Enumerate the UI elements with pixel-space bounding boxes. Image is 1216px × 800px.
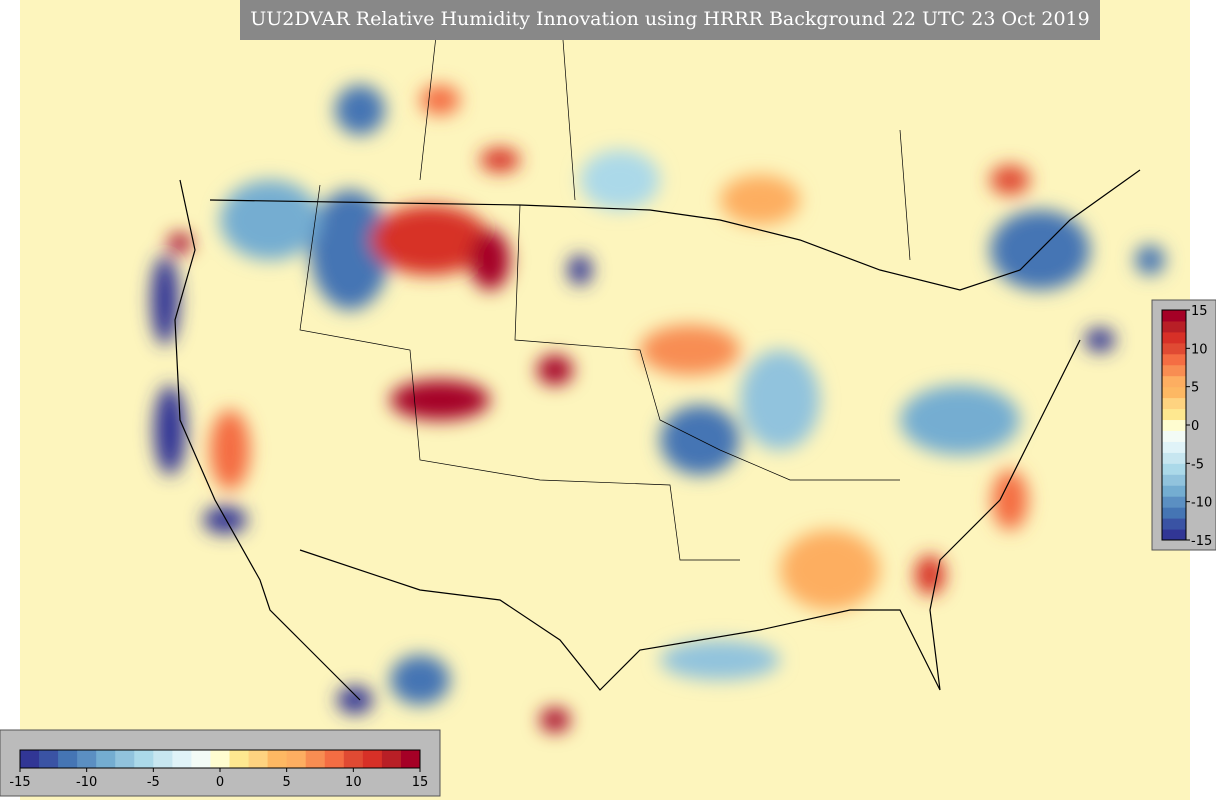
state-lines — [299, 184, 740, 561]
colorbar-swatch — [324, 750, 345, 768]
colorbar-swatch — [400, 750, 421, 768]
colorbar-swatch — [1162, 463, 1186, 475]
colorbar-swatch — [39, 750, 59, 768]
colorbar-swatch — [96, 750, 116, 768]
colorbar-swatch — [77, 750, 97, 768]
colorbar-swatch — [1162, 430, 1186, 442]
colorbar-swatch — [1162, 474, 1186, 486]
colorbar-swatch — [343, 750, 364, 768]
colorbar-swatch — [362, 750, 383, 768]
tick-label: 15 — [412, 775, 429, 790]
colorbar-swatch — [134, 750, 154, 768]
tick-label: 5 — [283, 775, 291, 790]
boundaries — [174, 0, 1141, 701]
colorbar-swatch — [1162, 452, 1186, 464]
tick-label: -5 — [147, 775, 160, 790]
colorbar-swatch — [1162, 485, 1186, 497]
colorbar-swatch — [172, 750, 192, 768]
colorbar-swatch — [1162, 375, 1186, 388]
colorbar-swatch — [1162, 441, 1186, 453]
colorbar-swatch — [20, 750, 40, 768]
colorbar-swatch — [1162, 496, 1186, 508]
colorbar-swatch — [1162, 419, 1186, 431]
colorbar-swatch — [1162, 408, 1186, 421]
colorbar-swatch — [1162, 342, 1186, 355]
tick-label: 15 — [1191, 304, 1208, 319]
tick-label: -15 — [1191, 534, 1212, 549]
colorbar-swatch — [1162, 364, 1186, 377]
colorbar-swatch — [229, 750, 250, 768]
colorbar-swatch — [1162, 397, 1186, 410]
northern-border — [209, 169, 1141, 291]
colorbar-horizontal: -15 -10 -5 0 5 10 15 — [9, 749, 429, 790]
colorbar-swatch — [115, 750, 135, 768]
tick-label: -15 — [9, 775, 30, 790]
colorbar-swatch — [305, 750, 326, 768]
state-lines-2 — [514, 204, 900, 481]
colorbar-swatch — [1162, 518, 1186, 530]
tick-label: -10 — [76, 775, 97, 790]
humidity-field — [151, 85, 1165, 732]
colorbar-swatch — [191, 750, 211, 768]
west-coast — [174, 179, 361, 701]
colorbar-swatch — [1162, 310, 1186, 322]
colorbar-swatch — [58, 750, 78, 768]
colorbar-swatch — [153, 750, 173, 768]
colorbar-swatch — [1162, 386, 1186, 399]
tick-label: 5 — [1191, 381, 1199, 396]
tick-label: -5 — [1191, 457, 1204, 472]
colorbar-swatch — [1162, 353, 1186, 366]
colorbar-swatch — [248, 750, 269, 768]
tick-label: 0 — [1191, 419, 1199, 434]
colorbar-vertical: -15 -10 -5 0 5 10 15 — [1161, 304, 1212, 549]
colorbar-swatch — [1162, 331, 1186, 344]
tick-label: 10 — [345, 775, 362, 790]
title: UU2DVAR Relative Humidity Innovation usi… — [250, 8, 1089, 30]
colorbar-swatch — [1162, 529, 1186, 541]
southern-coast — [299, 339, 1081, 691]
tick-label: 10 — [1191, 342, 1208, 357]
tick-label: -10 — [1191, 496, 1212, 511]
map-background — [20, 0, 1190, 800]
colorbar-swatch — [381, 750, 402, 768]
colorbar-swatch — [1162, 320, 1186, 333]
colorbar-swatch — [286, 750, 307, 768]
tick-label: 0 — [216, 775, 224, 790]
colorbar-swatch — [1162, 507, 1186, 519]
colorbar-swatch — [210, 750, 231, 768]
colorbar-swatch — [267, 750, 288, 768]
title-box — [240, 0, 1100, 40]
